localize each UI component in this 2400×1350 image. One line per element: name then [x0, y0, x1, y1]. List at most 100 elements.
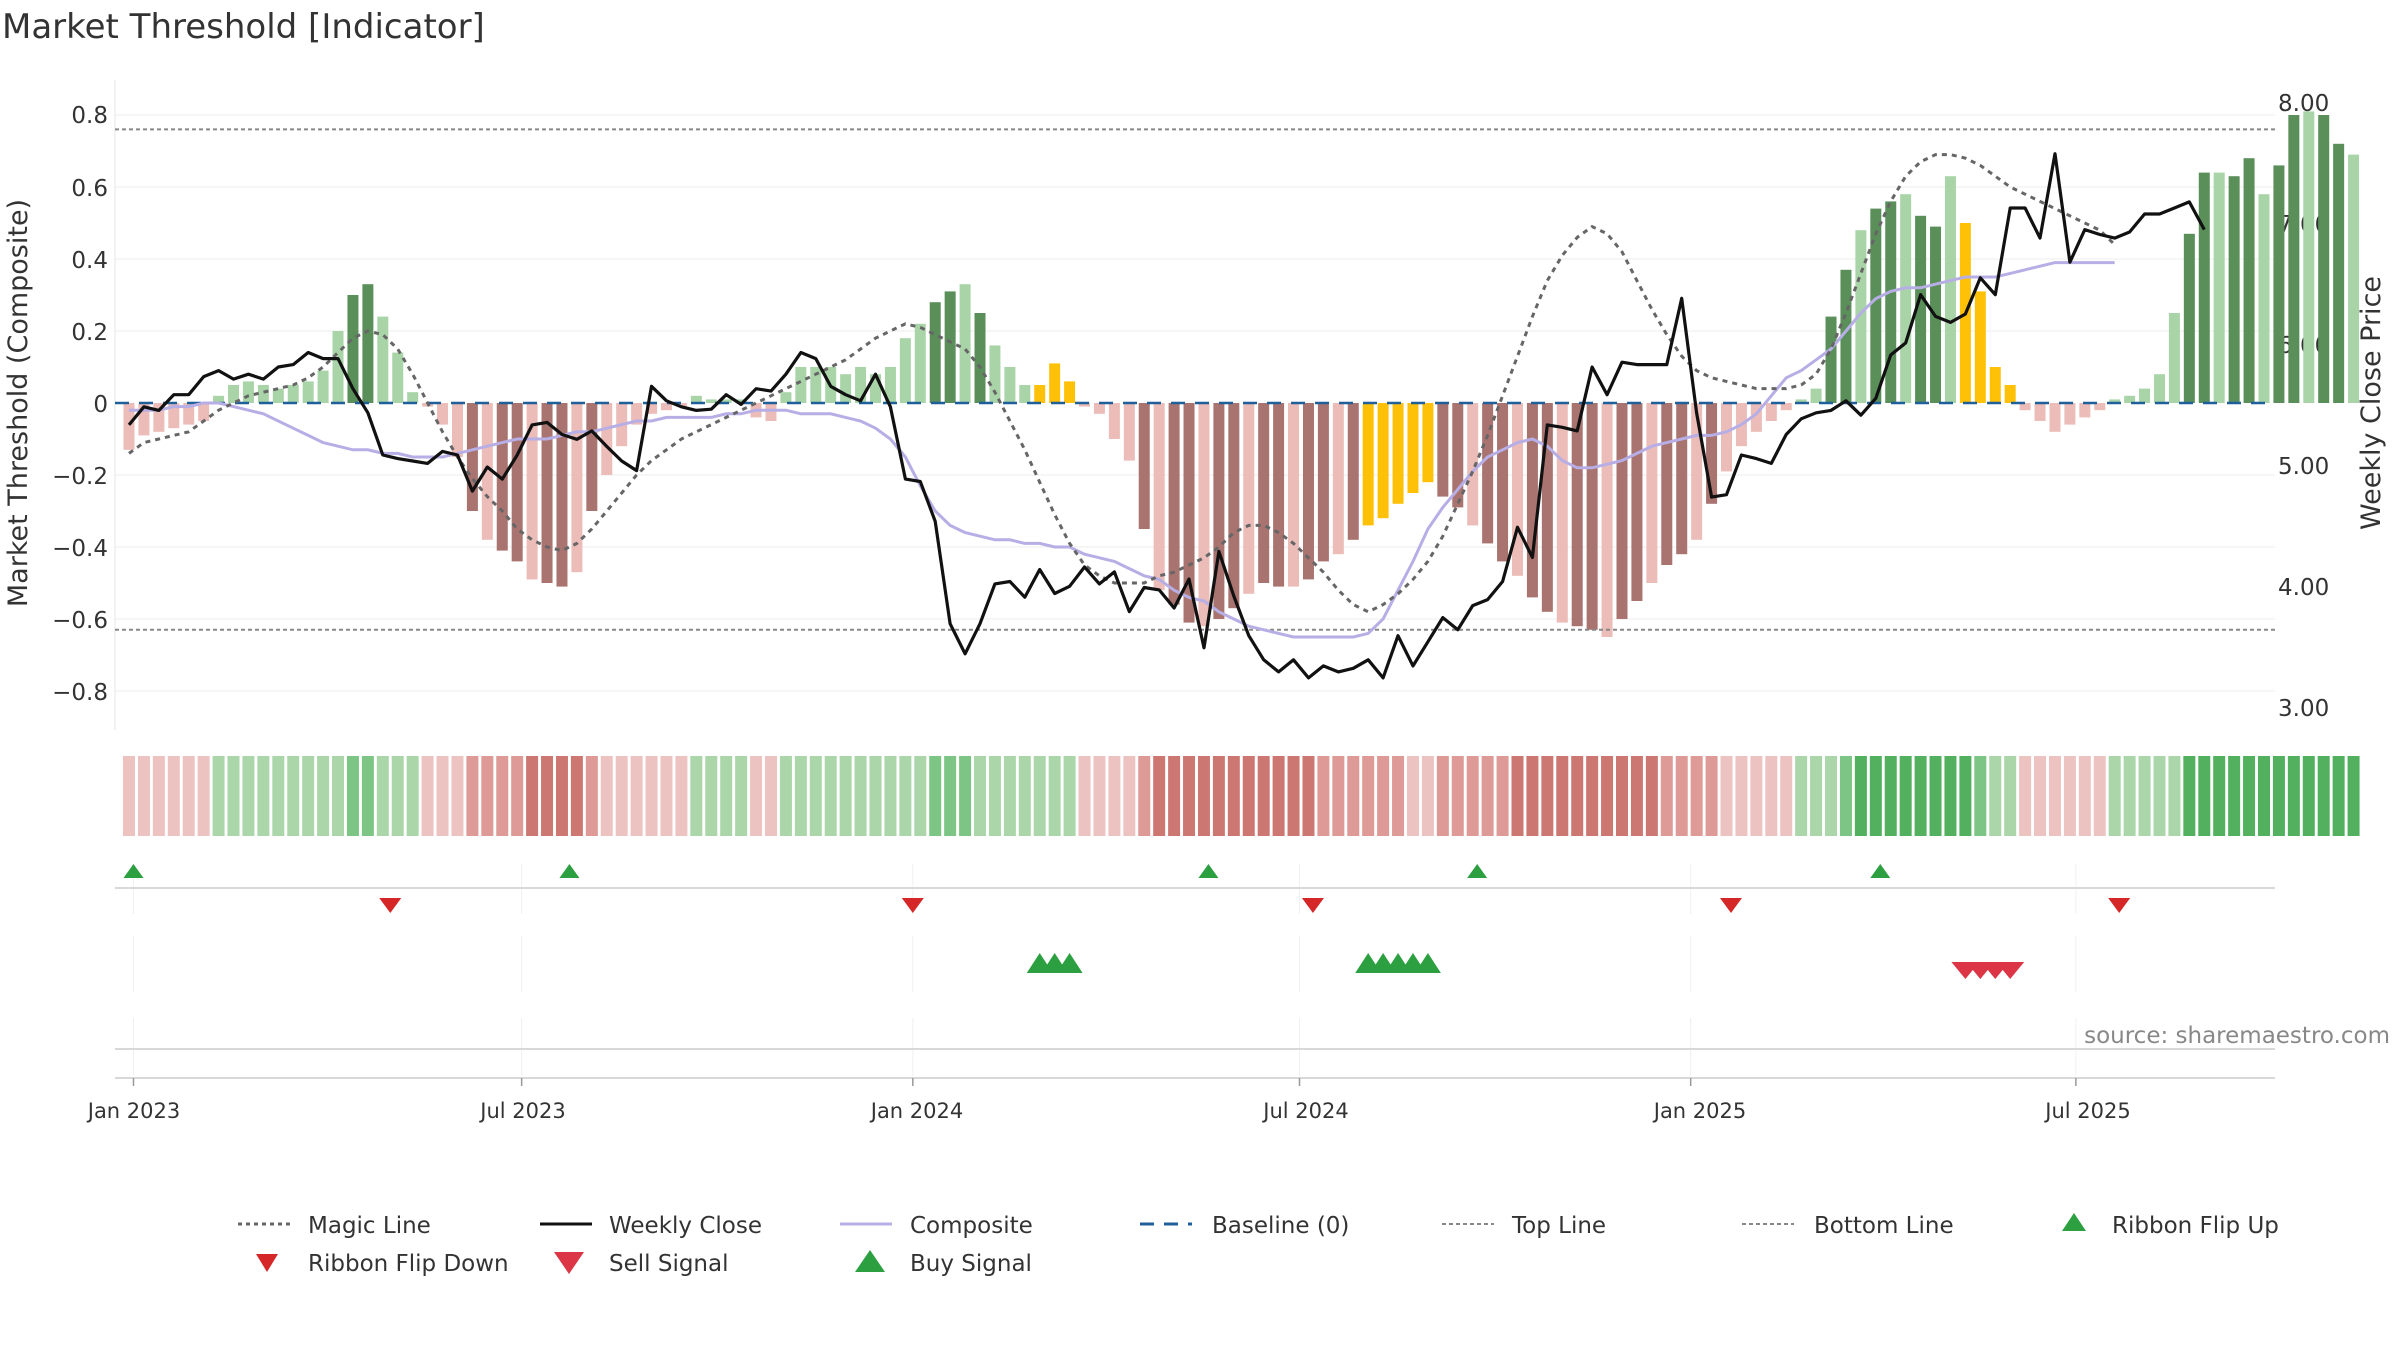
ribbon-cell	[2093, 756, 2106, 836]
ribbon-cell	[2272, 756, 2285, 836]
threshold-bar	[1870, 208, 1882, 403]
threshold-bar	[302, 381, 314, 403]
legend-label: Ribbon Flip Down	[308, 1251, 509, 1277]
ribbon-cell	[1287, 756, 1300, 836]
ytick-label: 0.2	[71, 320, 108, 346]
threshold-bar	[1631, 403, 1643, 601]
ribbon-cell	[167, 756, 180, 836]
threshold-bar	[2213, 172, 2225, 403]
legend-label: Baseline (0)	[1212, 1213, 1349, 1239]
ribbon-cell	[1242, 756, 1255, 836]
ribbon-cell	[944, 756, 957, 836]
ytick-label: 0.6	[71, 176, 108, 202]
ribbon-cell	[824, 756, 837, 836]
threshold-bar	[1974, 291, 1986, 403]
threshold-bar	[1795, 399, 1807, 403]
ribbon-cell	[1123, 756, 1136, 836]
threshold-bar	[810, 367, 822, 403]
ribbon-cell	[1705, 756, 1718, 836]
threshold-bar	[287, 385, 299, 403]
ribbon-cell	[615, 756, 628, 836]
ribbon-cell	[212, 756, 225, 836]
ribbon-cell	[1690, 756, 1703, 836]
ribbon-cell	[1227, 756, 1240, 836]
ribbon-cell	[496, 756, 509, 836]
threshold-bar	[1019, 385, 1031, 403]
ribbon-cell	[1899, 756, 1912, 836]
ribbon-flip-down-marker	[901, 898, 924, 913]
threshold-bar	[914, 323, 926, 403]
ribbon-cell	[1451, 756, 1464, 836]
ribbon-cell	[1839, 756, 1852, 836]
threshold-bar	[1243, 403, 1255, 594]
threshold-bar	[780, 392, 792, 403]
threshold-bar	[2109, 399, 2121, 403]
ytick-label: −0.4	[52, 536, 108, 562]
ribbon-cell	[1795, 756, 1808, 836]
magic-line	[128, 153, 2116, 614]
ribbon-cell	[361, 756, 374, 836]
main-panel: 0.8 0.6 0.4 0.2 0 −0.2 −0.4 −0.6 −0.8 8.…	[3, 80, 2387, 730]
ribbon-cell	[1571, 756, 1584, 836]
ribbon-cell	[2257, 756, 2270, 836]
threshold-bar	[1332, 403, 1344, 555]
threshold-bar	[840, 374, 852, 403]
threshold-bar	[1183, 403, 1195, 623]
threshold-bar	[2228, 176, 2240, 403]
ribbon-cell	[451, 756, 464, 836]
threshold-bar	[1810, 388, 1822, 403]
ribbon-cell	[1018, 756, 1031, 836]
threshold-bar	[2153, 374, 2165, 403]
ribbon-cell	[1526, 756, 1539, 836]
ribbon-cell	[1541, 756, 1554, 836]
threshold-bar	[2198, 172, 2210, 403]
ribbon-cell	[1421, 756, 1434, 836]
threshold-bar	[1138, 403, 1150, 529]
ribbon-cell	[899, 756, 912, 836]
threshold-bar	[2139, 388, 2151, 403]
legend-item-ribbon-flip-up: Ribbon Flip Up	[2062, 1213, 2279, 1239]
threshold-bar	[392, 352, 404, 403]
legend-label: Weekly Close	[609, 1213, 762, 1239]
threshold-bar	[1526, 403, 1538, 598]
y2-axis-label: Weekly Close Price	[2356, 276, 2387, 530]
ribbon-cell	[2317, 756, 2330, 836]
ribbon-cell	[1750, 756, 1763, 836]
threshold-bar	[1302, 403, 1314, 580]
legend-item-sell-signal: Sell Signal	[554, 1251, 729, 1277]
ribbon-cell	[2019, 756, 2032, 836]
ribbon-cell	[227, 756, 240, 836]
threshold-bar	[1213, 403, 1225, 619]
ribbon-cell	[1197, 756, 1210, 836]
threshold-bar	[1601, 403, 1613, 637]
ribbon-cell	[436, 756, 449, 836]
ribbon-cell	[869, 756, 882, 836]
threshold-bar	[705, 399, 717, 403]
threshold-bar	[1034, 385, 1046, 403]
threshold-bar	[511, 403, 523, 562]
threshold-bar	[646, 403, 658, 414]
ytick-label: 0.4	[71, 248, 108, 274]
ribbon-cell	[1556, 756, 1569, 836]
ribbon-cell	[779, 756, 792, 836]
ribbon-cell	[2168, 756, 2181, 836]
ribbon-flip-up-marker	[559, 864, 580, 878]
threshold-bar	[899, 338, 911, 403]
ribbon-cell	[1436, 756, 1449, 836]
threshold-bar	[1482, 403, 1494, 544]
ribbon-cell	[1033, 756, 1046, 836]
legend-swatch-ribbon-flip-down	[256, 1254, 278, 1272]
ribbon-cell	[660, 756, 673, 836]
legend-item-ribbon-flip-down: Ribbon Flip Down	[256, 1251, 509, 1277]
threshold-bar	[138, 403, 150, 436]
threshold-bar	[1571, 403, 1583, 627]
threshold-bar	[2019, 403, 2031, 411]
ribbon-cell	[1003, 756, 1016, 836]
threshold-bar	[1556, 403, 1568, 623]
legend-label: Buy Signal	[910, 1251, 1032, 1277]
threshold-bar	[720, 399, 732, 403]
ribbon-cell	[1168, 756, 1181, 836]
threshold-bar	[317, 370, 329, 403]
bottom-panel	[115, 1018, 2275, 1079]
